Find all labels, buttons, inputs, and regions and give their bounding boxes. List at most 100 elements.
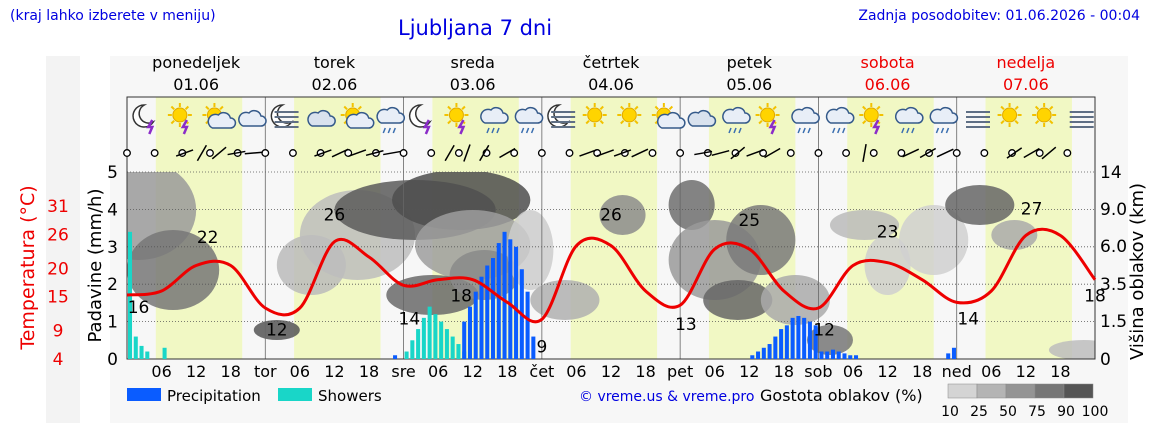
hour-tick-label: 06 (290, 362, 310, 381)
cloud-density-patch (530, 280, 600, 320)
cloud-rain-icon (722, 106, 751, 134)
precip-legend-label: Precipitation (167, 387, 261, 405)
sun-disc (863, 107, 879, 123)
wind-calm-marker (537, 149, 546, 157)
cloud-height-tick-label: 14 (1100, 163, 1122, 183)
rain-drop (906, 127, 910, 134)
lightning-bolt (872, 119, 881, 135)
precip-tick-label: 0 (107, 350, 118, 370)
sun-ray (620, 105, 625, 111)
cloud-shape (345, 111, 375, 129)
cloud-density-patch (945, 185, 1015, 225)
temp-value-label: 26 (324, 205, 346, 225)
wind-calm-marker (676, 149, 685, 157)
location-note-link[interactable]: (kraj lahko izberete v meniju) (10, 8, 216, 24)
moon-storm-icon (132, 104, 156, 135)
day-date: 01.06 (173, 75, 219, 94)
sun-ray (461, 105, 466, 111)
cloud-shape (687, 109, 717, 127)
day-name: nedelja (997, 53, 1056, 72)
precip-bar (462, 321, 467, 359)
shower-bar (145, 351, 150, 359)
cloud-density-patch (449, 250, 519, 300)
page-title: Ljubljana 7 dni (398, 16, 553, 40)
sun-storm-icon (755, 103, 780, 135)
temp-value-label: 9 (536, 338, 547, 358)
rain-drop (797, 127, 801, 134)
sun-storm-icon (444, 103, 469, 135)
temp-value-label: 12 (813, 321, 835, 341)
cloud-shape (825, 106, 855, 124)
precip-bar (946, 353, 951, 359)
temperature-line (126, 227, 1097, 324)
temp-value-label: 27 (1021, 200, 1043, 220)
cloud-shape (894, 106, 924, 124)
wind-calm-marker (1063, 149, 1072, 157)
cloud-rain-icon (376, 106, 405, 134)
cloud-density-tick-label: 25 (970, 404, 988, 420)
precip-bar (531, 336, 536, 359)
day-date: 03.06 (450, 75, 496, 94)
temp-value-label: 14 (957, 309, 979, 329)
cloud-shape (929, 106, 959, 124)
temp-tick-label: 31 (47, 197, 69, 217)
rain-drop (940, 127, 945, 134)
cloud-shape (722, 106, 751, 124)
shower-bar (456, 344, 461, 359)
wind-barb (463, 144, 471, 162)
wind-barb (579, 149, 597, 157)
wind-barb (862, 144, 867, 162)
wind-barb (331, 148, 349, 158)
precip-bar (854, 355, 859, 359)
sun-ray (758, 105, 763, 111)
hour-tick-label: 06 (705, 362, 725, 381)
temp-axis-label: Temperatura (°C) (17, 185, 39, 350)
moon-fog-icon (547, 104, 576, 128)
hour-tick-label: 12 (186, 362, 206, 381)
wind-barb (730, 146, 746, 160)
sun-ray (585, 119, 590, 125)
sun-ray (668, 105, 674, 111)
shower-bar (416, 329, 421, 359)
wind-calm-marker (565, 149, 574, 157)
precip-tick-label: 5 (107, 163, 118, 183)
precip-tick-label: 1 (107, 313, 118, 333)
shower-bar (404, 351, 409, 359)
cloud-density-tick-label: 75 (1028, 404, 1046, 420)
precip-tick-label: 4 (107, 200, 118, 220)
cloud-shape (207, 111, 237, 129)
plot-frame (126, 96, 1096, 360)
shower-bar (139, 345, 144, 359)
cloud-density-patch (1048, 340, 1095, 359)
rain-drop (733, 127, 737, 134)
sun-ray (219, 105, 224, 111)
hour-tick-label: 06 (566, 362, 586, 381)
rain-drop (387, 127, 391, 134)
precip-legend-swatch (127, 388, 161, 401)
hour-tick-label: 06 (981, 362, 1001, 381)
temp-tick-label: 20 (47, 259, 69, 279)
temp-tick-label: 15 (47, 288, 69, 308)
hour-tick-label: 12 (1016, 362, 1036, 381)
cloud-rain-icon (480, 106, 509, 134)
cloud-height-tick-label: 1.5 (1100, 312, 1127, 332)
sun-ray (862, 119, 867, 125)
cloud-density-patch (703, 280, 773, 320)
sun-disc (448, 107, 464, 123)
cloud-shape (238, 109, 267, 127)
fog-icon (966, 111, 990, 128)
cloud-height-axis-label: Višina oblakov (km) (1127, 183, 1148, 360)
shower-bar (421, 317, 426, 359)
hour-tick-label: 12 (324, 362, 344, 381)
temp-tick-label: 9 (53, 322, 64, 342)
rain-drop (935, 127, 940, 134)
sun-icon (997, 103, 1022, 127)
day-date: 05.06 (726, 75, 772, 94)
rain-drop (832, 127, 836, 134)
lightning-bolt (768, 119, 777, 135)
cloud-density-swatch (1005, 383, 1036, 399)
precip-bar (796, 315, 801, 359)
cloud-icon (307, 109, 336, 127)
temp-value-label: 23 (877, 222, 899, 242)
sun-ray (585, 105, 590, 111)
